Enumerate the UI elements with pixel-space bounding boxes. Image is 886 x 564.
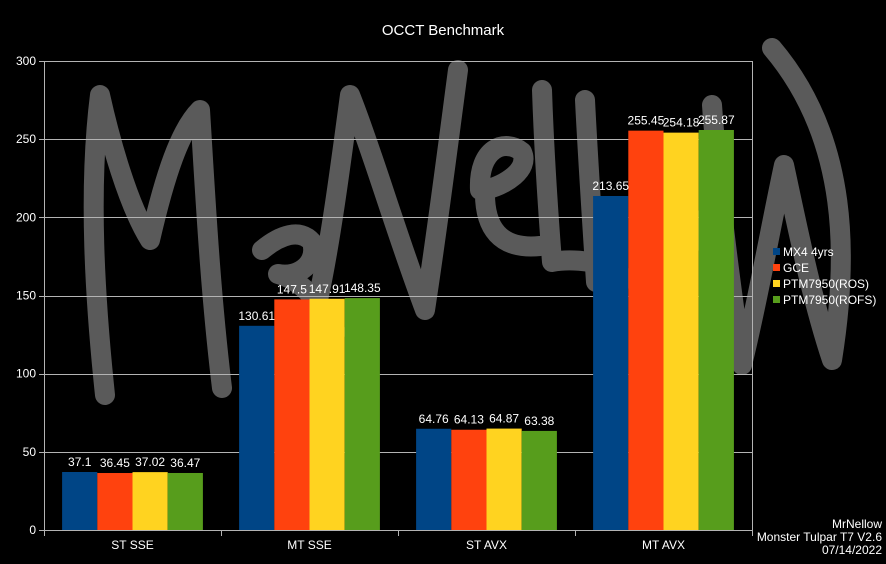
bar bbox=[486, 428, 522, 530]
legend-swatch bbox=[773, 296, 780, 303]
data-label: 36.45 bbox=[100, 456, 130, 470]
data-label: 64.76 bbox=[419, 412, 449, 426]
legend-label: PTM7950(ROFS) bbox=[783, 293, 876, 307]
x-tick-label: ST SSE bbox=[111, 538, 153, 552]
bar bbox=[274, 299, 310, 530]
credit-device: Monster Tulpar T7 V2.6 bbox=[756, 530, 882, 544]
bar bbox=[344, 298, 380, 530]
data-label: 64.13 bbox=[454, 413, 484, 427]
bar-series bbox=[62, 129, 734, 531]
credit-block: MrNellow Monster Tulpar T7 V2.6 07/14/20… bbox=[757, 518, 882, 557]
legend-label: MX4 4yrs bbox=[783, 245, 834, 259]
y-tick-label: 250 bbox=[16, 132, 36, 146]
bar bbox=[698, 129, 734, 530]
y-tick-label: 200 bbox=[16, 210, 36, 224]
data-label: 63.38 bbox=[524, 414, 554, 428]
data-label: 147.91 bbox=[309, 282, 346, 296]
legend-label: GCE bbox=[783, 261, 809, 275]
bar bbox=[663, 132, 699, 530]
y-tick-label: 300 bbox=[16, 54, 36, 68]
data-label: 36.47 bbox=[170, 456, 200, 470]
credit-date: 07/14/2022 bbox=[821, 543, 882, 557]
data-label: 254.18 bbox=[663, 116, 700, 130]
bar bbox=[132, 472, 168, 530]
y-axis-tick-labels: 0 50 100 150 200 250 300 bbox=[16, 54, 36, 537]
bar bbox=[521, 430, 557, 530]
y-tick-label: 100 bbox=[16, 367, 36, 381]
legend-label: PTM7950(ROS) bbox=[783, 277, 869, 291]
data-label: 213.65 bbox=[592, 179, 629, 193]
legend-item: PTM7950(ROS) bbox=[773, 277, 869, 291]
y-tick-label: 0 bbox=[29, 523, 36, 537]
data-label: 37.02 bbox=[135, 455, 165, 469]
legend-swatch bbox=[773, 264, 780, 271]
bar bbox=[97, 473, 133, 530]
bar bbox=[451, 429, 487, 530]
bar bbox=[416, 428, 452, 530]
legend: MX4 4yrs GCE PTM7950(ROS) PTM7950(ROFS) bbox=[773, 245, 876, 307]
legend-swatch bbox=[773, 248, 780, 255]
bar bbox=[593, 195, 629, 530]
plot-area-border bbox=[39, 61, 753, 536]
legend-item: GCE bbox=[773, 261, 809, 275]
bar bbox=[167, 472, 203, 530]
data-label: 37.1 bbox=[68, 455, 92, 469]
y-tick-label: 50 bbox=[23, 445, 37, 459]
bar bbox=[239, 325, 275, 530]
chart-title: OCCT Benchmark bbox=[382, 22, 505, 39]
data-label: 255.87 bbox=[698, 113, 735, 127]
bar bbox=[62, 472, 98, 530]
data-label: 255.45 bbox=[628, 114, 665, 128]
x-tick-label: ST AVX bbox=[466, 538, 507, 552]
data-label: 64.87 bbox=[489, 412, 519, 426]
bar bbox=[309, 298, 345, 530]
legend-item: PTM7950(ROFS) bbox=[773, 293, 876, 307]
data-label: 147.5 bbox=[277, 282, 307, 296]
data-label: 130.61 bbox=[238, 309, 275, 323]
bar bbox=[628, 130, 664, 531]
y-tick-label: 150 bbox=[16, 289, 36, 303]
legend-item: MX4 4yrs bbox=[773, 245, 834, 259]
x-tick-label: MT SSE bbox=[287, 538, 331, 552]
x-tick-label: MT AVX bbox=[642, 538, 685, 552]
data-label: 148.35 bbox=[344, 281, 381, 295]
legend-swatch bbox=[773, 280, 780, 287]
x-axis-tick-labels: ST SSE MT SSE ST AVX MT AVX bbox=[111, 538, 685, 552]
credit-author: MrNellow bbox=[831, 517, 882, 531]
